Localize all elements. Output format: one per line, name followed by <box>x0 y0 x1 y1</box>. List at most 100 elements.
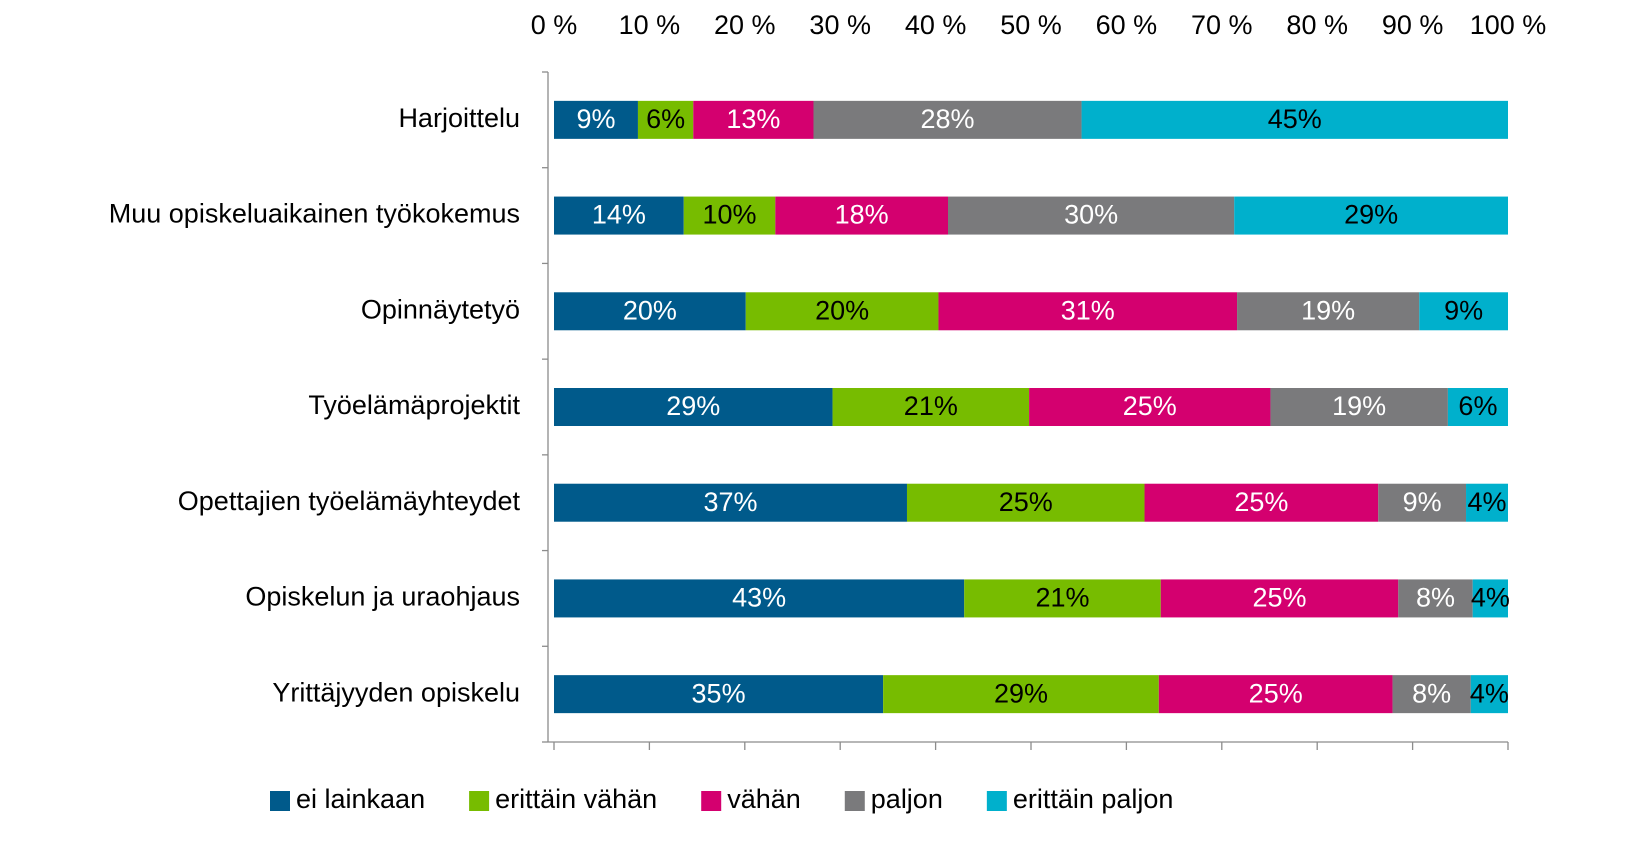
data-label: 35% <box>692 678 746 708</box>
bar-segment <box>1029 388 1271 426</box>
data-label: 18% <box>835 200 889 230</box>
legend-swatch <box>701 791 722 811</box>
x-tick-label: 40 % <box>905 10 967 40</box>
legend-label: erittäin vähän <box>495 784 657 814</box>
data-label: 4% <box>1467 487 1506 517</box>
bar-segment <box>1447 388 1508 426</box>
bar-segment <box>554 100 638 139</box>
data-label: 21% <box>1035 583 1089 613</box>
bar-segment <box>745 292 939 331</box>
data-label: 19% <box>1301 295 1355 325</box>
legend-label: erittäin paljon <box>1013 784 1174 814</box>
category-label: Opettajien työelämäyhteydet <box>178 486 521 516</box>
bar-segment <box>1144 483 1379 522</box>
data-label: 9% <box>576 104 615 134</box>
data-label: 29% <box>1344 200 1398 230</box>
data-label: 25% <box>999 487 1053 517</box>
bar-segment <box>1270 388 1448 426</box>
x-tick-label: 70 % <box>1191 10 1253 40</box>
legend-swatch <box>469 791 490 811</box>
bar-segment <box>1378 483 1467 522</box>
bar-segment <box>554 483 907 522</box>
data-label: 25% <box>1252 583 1306 613</box>
bar-segment <box>554 196 684 235</box>
bar-segment <box>883 675 1159 714</box>
bar-segment <box>637 100 694 139</box>
bar-segment <box>683 196 776 235</box>
data-label: 21% <box>904 391 958 421</box>
bar-segment <box>693 100 814 139</box>
data-label: 37% <box>703 487 757 517</box>
bar-segment <box>775 196 949 235</box>
x-tick-label: 80 % <box>1286 10 1348 40</box>
bar-segment <box>813 100 1082 139</box>
bar-segment <box>1234 196 1508 235</box>
category-label: Opiskelun ja uraohjaus <box>245 582 520 612</box>
data-label: 13% <box>726 104 780 134</box>
x-tick-label: 90 % <box>1382 10 1444 40</box>
x-tick-label: 30 % <box>809 10 871 40</box>
data-label: 20% <box>623 295 677 325</box>
bar-segment <box>964 579 1161 618</box>
data-label: 30% <box>1064 200 1118 230</box>
bar-segment <box>1081 100 1508 139</box>
data-label: 14% <box>592 200 646 230</box>
legend-label: paljon <box>871 784 943 814</box>
data-label: 8% <box>1412 678 1451 708</box>
data-label: 43% <box>732 583 786 613</box>
bar-segment <box>554 579 965 618</box>
data-label: 29% <box>994 678 1048 708</box>
bar-segment <box>1419 292 1508 331</box>
bar-segment <box>1160 579 1399 618</box>
data-label: 28% <box>921 104 975 134</box>
data-label: 9% <box>1403 487 1442 517</box>
bar-segment <box>948 196 1235 235</box>
data-label: 31% <box>1061 295 1115 325</box>
x-tick-label: 60 % <box>1096 10 1158 40</box>
bar-segment <box>1237 292 1420 331</box>
data-label: 8% <box>1416 583 1455 613</box>
data-label: 6% <box>1458 391 1497 421</box>
legend-label: vähän <box>727 784 801 814</box>
bar-segment <box>1392 675 1471 714</box>
bar-segment <box>1398 579 1473 618</box>
data-label: 19% <box>1332 391 1386 421</box>
x-tick-label: 100 % <box>1470 10 1547 40</box>
x-tick-label: 20 % <box>714 10 776 40</box>
data-label: 4% <box>1471 583 1510 613</box>
bar-segment <box>1472 579 1508 618</box>
legend-swatch <box>986 791 1007 811</box>
bar-segment <box>938 292 1238 331</box>
bar-segment <box>554 675 884 714</box>
category-label: Muu opiskeluaikainen työkokemus <box>109 199 520 229</box>
bar-segment <box>832 388 1030 426</box>
legend-swatch <box>270 791 290 811</box>
bar-segment <box>906 483 1145 522</box>
category-label: Opinnäytetyö <box>361 294 520 324</box>
bar-segment <box>554 292 746 331</box>
bar-segment <box>1158 675 1393 714</box>
data-label: 45% <box>1268 104 1322 134</box>
data-label: 25% <box>1249 678 1303 708</box>
data-label: 29% <box>666 391 720 421</box>
bar-segment <box>1466 483 1508 522</box>
data-label: 6% <box>646 104 685 134</box>
category-label: Yrittäjyyden opiskelu <box>272 677 520 707</box>
data-label: 4% <box>1470 678 1509 708</box>
category-label: Harjoittelu <box>398 103 520 133</box>
x-tick-label: 10 % <box>619 10 681 40</box>
x-tick-label: 50 % <box>1000 10 1062 40</box>
data-label: 9% <box>1444 295 1483 325</box>
data-label: 10% <box>703 200 757 230</box>
data-label: 20% <box>815 295 869 325</box>
legend-label: ei lainkaan <box>296 784 425 814</box>
category-label: Työelämäprojektit <box>308 390 520 420</box>
x-tick-label: 0 % <box>531 10 578 40</box>
data-label: 25% <box>1234 487 1288 517</box>
bar-segment <box>1470 675 1508 714</box>
data-label: 25% <box>1123 391 1177 421</box>
legend-swatch <box>844 791 865 811</box>
bar-segment <box>554 388 833 426</box>
